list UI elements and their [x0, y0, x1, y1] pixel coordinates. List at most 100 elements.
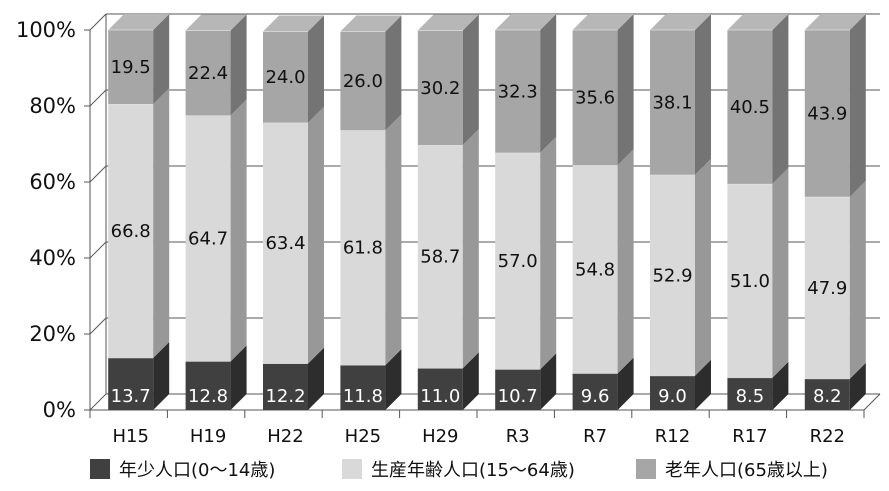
bar-side — [540, 136, 557, 370]
bar-front — [340, 130, 386, 366]
value-label: 8.5 — [736, 386, 765, 407]
bar-front — [263, 363, 308, 410]
bar-segment — [572, 149, 634, 374]
value-label: 64.7 — [188, 228, 228, 249]
bar-front — [495, 30, 541, 153]
value-label: 35.6 — [575, 88, 615, 109]
bar-front — [263, 122, 308, 364]
value-label: 13.7 — [111, 386, 151, 407]
x-tick-label: H19 — [190, 426, 226, 447]
legend-item: 年少人口(0～14歳) — [90, 459, 275, 481]
bar-top — [804, 14, 866, 30]
y-tick-label: 0% — [43, 398, 76, 422]
bar-top — [572, 14, 634, 30]
legend-item: 老年人口(65歳以上) — [636, 459, 828, 481]
legend-swatch — [636, 459, 656, 479]
bar-side — [308, 106, 324, 364]
bar-segment — [417, 14, 479, 146]
bar-front — [417, 30, 463, 146]
bar-front — [572, 30, 618, 166]
bar-front — [340, 31, 386, 131]
bar-segment — [108, 88, 170, 358]
bar-front — [340, 365, 386, 410]
x-tick-label: R17 — [732, 426, 767, 447]
bar-segment — [185, 14, 247, 116]
value-label: 63.4 — [265, 233, 305, 254]
bar-front — [804, 378, 850, 410]
bar-front — [650, 375, 695, 410]
bar-front — [108, 357, 154, 410]
value-label: 52.9 — [652, 265, 692, 286]
value-labels: 13.7 66.8 19.5 12.8 64.7 22.4 12.2 63.4 24.0 11.8… — [111, 57, 848, 407]
bar-top — [340, 15, 402, 32]
bar-side — [308, 15, 324, 123]
gridline-side — [89, 317, 107, 335]
bar-side — [617, 149, 634, 374]
bar-side — [153, 14, 170, 105]
bar-front — [495, 369, 541, 410]
bar-side — [540, 353, 557, 410]
gridline-side — [89, 241, 107, 259]
x-tick-label: R7 — [583, 426, 607, 447]
bar-segment — [727, 14, 789, 184]
bar-segment — [185, 345, 247, 410]
bar-side — [230, 99, 247, 362]
y-tick-label: 40% — [29, 246, 76, 270]
legend-label: 生産年齢人口(15～64歳) — [371, 460, 575, 481]
value-label: 22.4 — [188, 63, 228, 84]
bar-side — [617, 14, 634, 166]
bar-segment — [804, 14, 866, 197]
value-label: 9.0 — [658, 386, 687, 407]
x-tick-label: R3 — [506, 426, 530, 447]
value-label: 26.0 — [343, 71, 383, 92]
bar-side — [695, 14, 711, 175]
bar-segment — [572, 357, 634, 410]
value-label: 30.2 — [420, 78, 460, 99]
value-label: 43.9 — [807, 103, 847, 124]
value-label: 12.8 — [188, 386, 228, 407]
bar-segment — [340, 349, 402, 410]
bar-side — [849, 180, 866, 379]
value-label: 61.8 — [343, 238, 383, 259]
x-tick-label: H25 — [345, 426, 381, 447]
bar-top — [650, 14, 711, 30]
bar-segment — [108, 14, 170, 105]
bar-segment — [572, 14, 634, 166]
y-tick-label: 80% — [29, 94, 76, 118]
bar-top — [263, 15, 324, 32]
bar-front — [727, 377, 773, 410]
value-label: 58.7 — [420, 247, 460, 268]
x-tick-label: H29 — [422, 426, 458, 447]
value-label: 12.2 — [265, 386, 305, 407]
value-label: 10.7 — [498, 386, 538, 407]
bar-side — [230, 345, 247, 410]
bar-side — [385, 15, 402, 131]
bar-top — [108, 14, 170, 30]
value-label: 32.3 — [498, 81, 538, 102]
bar-front — [417, 368, 463, 410]
x-axis-ticks: H15 H19 H22 H25 H29 R3 R7 R12 R17 R22 — [112, 426, 845, 447]
bar-front — [495, 152, 541, 370]
bar-side — [462, 14, 479, 146]
bar-segment — [417, 129, 479, 369]
value-label: 47.9 — [807, 278, 847, 299]
bar-segment — [650, 359, 711, 410]
floor-right-edge — [863, 393, 881, 411]
bar-front — [185, 115, 231, 362]
bar-segment — [495, 136, 557, 370]
bar-top — [185, 14, 247, 31]
y-tick-label: 60% — [29, 170, 76, 194]
bar-segment — [340, 114, 402, 366]
bar-side — [462, 129, 479, 369]
value-label: 11.0 — [420, 386, 460, 407]
bar-side — [617, 357, 634, 410]
bar-top — [495, 14, 557, 30]
bar-segment — [650, 158, 711, 376]
bar-front — [572, 373, 618, 410]
bar-segment — [650, 14, 711, 175]
bar-front — [185, 30, 231, 116]
bar-top — [417, 14, 479, 31]
bar-side — [540, 14, 557, 153]
value-label: 24.0 — [265, 67, 305, 88]
